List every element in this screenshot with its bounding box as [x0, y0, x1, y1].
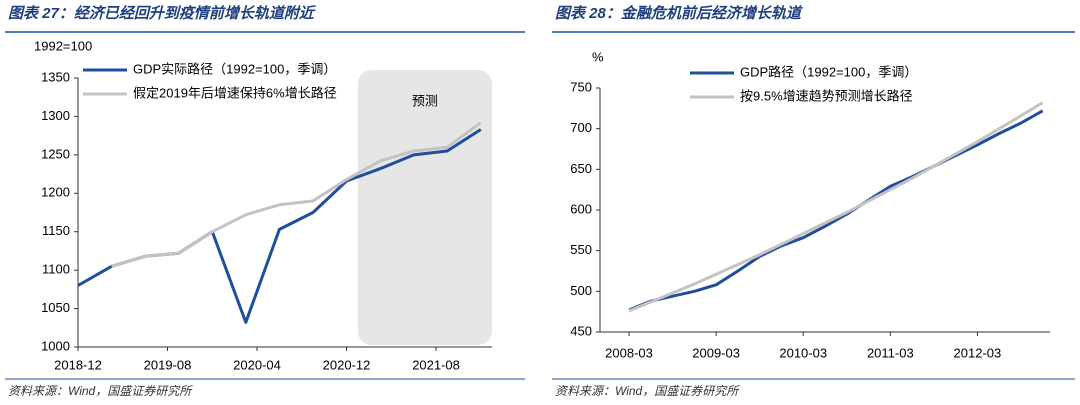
legend-label: 假定2019年后增速保持6%增长路径 — [133, 85, 337, 100]
forecast-region — [357, 70, 492, 345]
x-tick-label: 2021-08 — [412, 357, 460, 372]
y-tick-label: 1150 — [42, 223, 70, 238]
x-tick-label: 2020-04 — [233, 357, 281, 372]
data-line — [628, 101, 1044, 313]
legend-label: 按9.5%增速趋势预测增长路径 — [740, 88, 913, 103]
x-tick-label: 2010-03 — [779, 345, 827, 360]
y-tick-label: 750 — [570, 79, 592, 94]
y-tick-label: 550 — [570, 242, 592, 257]
source: 资料来源：Wind，国盛证券研究所 — [8, 384, 193, 398]
y-tick-label: 600 — [570, 201, 592, 216]
x-tick-label: 2012-03 — [954, 345, 1002, 360]
y-tick-label: 1100 — [42, 262, 70, 277]
y-tick-label: 1350 — [41, 69, 70, 84]
y-tick-label: 1200 — [41, 185, 70, 200]
y-tick-label: 650 — [570, 161, 592, 176]
x-tick-label: 2008-03 — [605, 345, 653, 360]
source: 资料来源：Wind，国盛证券研究所 — [555, 384, 740, 398]
legend-label: GDP路径（1992=100，季调） — [740, 64, 917, 79]
chart-title: 图表 28：金融危机前后经济增长轨道 — [555, 4, 804, 22]
y-axis-unit: % — [592, 49, 604, 64]
legend-label: GDP实际路径（1992=100，季调） — [133, 61, 336, 76]
data-line — [111, 121, 482, 268]
data-line — [628, 109, 1044, 312]
y-tick-label: 450 — [570, 323, 592, 338]
x-tick-label: 2011-03 — [867, 345, 914, 360]
x-tick-label: 2018-12 — [54, 357, 102, 372]
y-axis-unit: 1992=100 — [34, 38, 92, 53]
y-tick-label: 1250 — [41, 146, 70, 161]
y-tick-label: 1050 — [41, 300, 70, 315]
x-tick-label: 2019-08 — [144, 357, 192, 372]
x-tick-label: 2009-03 — [692, 345, 740, 360]
y-tick-label: 1300 — [41, 108, 70, 123]
y-tick-label: 500 — [570, 283, 592, 298]
x-tick-label: 2020-12 — [323, 357, 371, 372]
y-tick-label: 700 — [570, 120, 592, 135]
chart-title: 图表 27：经济已经回升到疫情前增长轨道附近 — [8, 4, 317, 22]
annotation: 预测 — [412, 93, 438, 108]
y-tick-label: 1000 — [41, 338, 70, 353]
